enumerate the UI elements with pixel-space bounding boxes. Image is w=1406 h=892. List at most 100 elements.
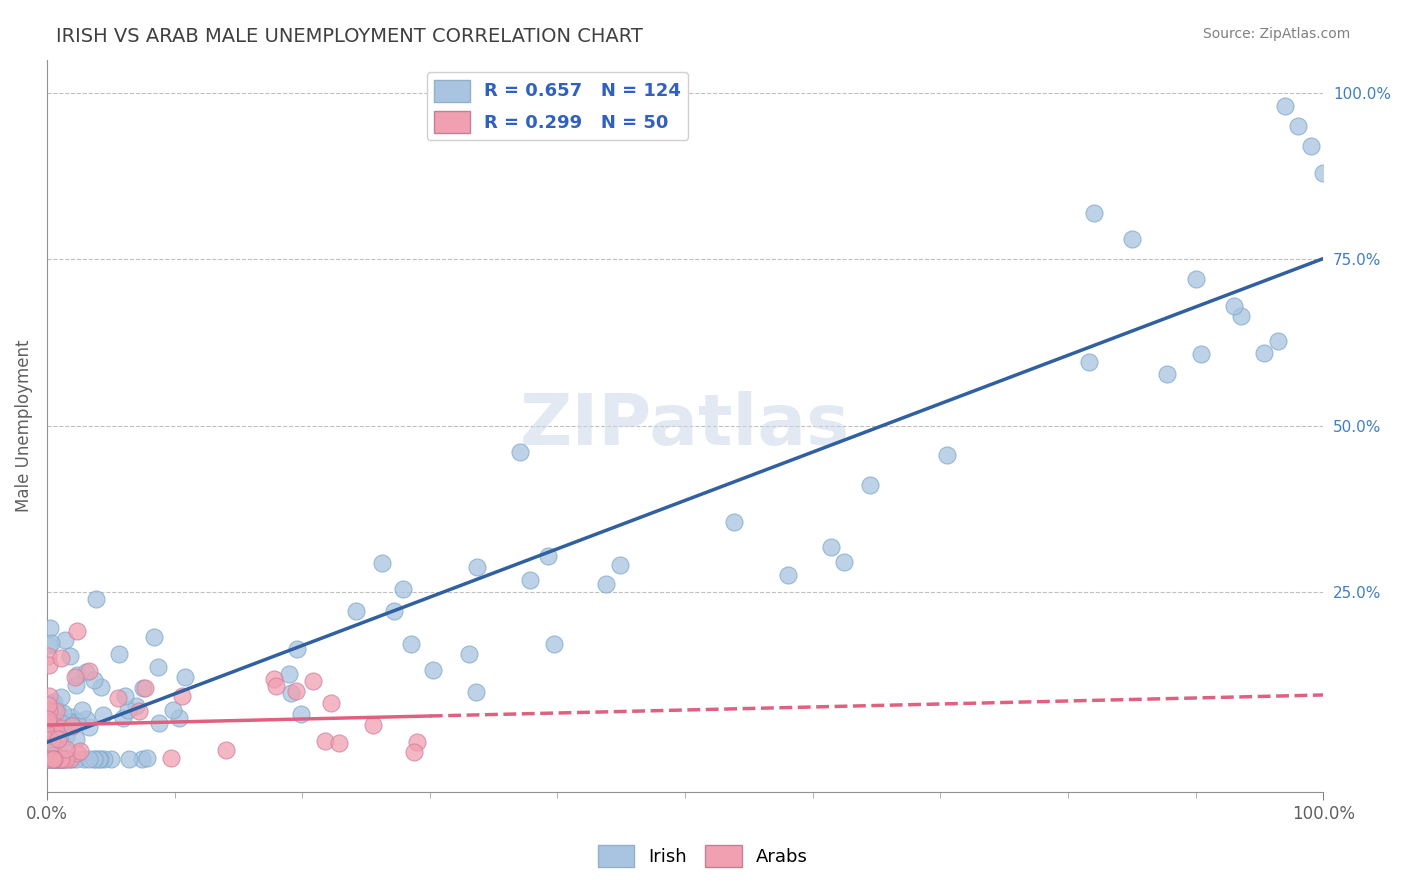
Point [609, 558, 631, 573]
Legend: R = 0.657   N = 124, R = 0.299   N = 50: R = 0.657 N = 124, R = 0.299 N = 50 [426, 72, 689, 140]
Point [75, 713, 97, 727]
Point [37, 698, 59, 712]
Point [66, 668, 89, 682]
Point [42, 747, 65, 761]
Point [328, 736, 350, 750]
Point [55, 742, 77, 756]
Point [114, 689, 136, 703]
Point [42, 737, 65, 751]
Point [37, 649, 59, 664]
Point [215, 743, 238, 757]
Point [361, 718, 384, 732]
Point [1078, 354, 1101, 368]
Point [55, 752, 77, 766]
Point [519, 573, 541, 587]
Point [37, 716, 59, 731]
Point [509, 445, 531, 459]
Point [162, 703, 184, 717]
Point [42, 752, 65, 766]
Point [59, 752, 82, 766]
Point [37, 712, 59, 726]
Point [595, 576, 617, 591]
Point [53, 632, 76, 647]
Point [60, 719, 83, 733]
Point [66, 624, 89, 639]
Point [321, 696, 343, 710]
Point [290, 706, 312, 721]
Point [278, 666, 301, 681]
Point [404, 745, 426, 759]
Point [117, 703, 139, 717]
Point [51, 752, 73, 766]
Point [285, 684, 308, 698]
Point [38, 704, 60, 718]
Point [77, 720, 100, 734]
Point [280, 686, 302, 700]
Point [371, 557, 394, 571]
Point [55, 752, 77, 766]
Point [1083, 206, 1105, 220]
Point [39, 621, 62, 635]
Point [66, 747, 89, 761]
Point [42, 752, 65, 766]
Point [42, 752, 65, 766]
Point [83, 673, 105, 687]
Point [46, 752, 69, 766]
Point [38, 715, 60, 730]
Point [39, 636, 62, 650]
Point [59, 648, 82, 663]
Point [37, 752, 59, 766]
Point [125, 698, 148, 713]
Text: Source: ZipAtlas.com: Source: ZipAtlas.com [1202, 27, 1350, 41]
Point [48, 704, 70, 718]
Point [134, 681, 156, 695]
Point [73, 752, 96, 766]
Point [1189, 347, 1212, 361]
Point [457, 647, 479, 661]
Point [1267, 334, 1289, 348]
Point [169, 711, 191, 725]
Point [136, 750, 159, 764]
Point [118, 752, 141, 766]
Point [107, 690, 129, 705]
Point [48, 752, 70, 766]
Point [41, 722, 63, 736]
Point [65, 752, 87, 766]
Point [77, 664, 100, 678]
Point [399, 636, 422, 650]
Point [1223, 299, 1246, 313]
Point [46, 731, 69, 746]
Point [859, 478, 882, 492]
Point [41, 741, 63, 756]
Point [49, 752, 72, 766]
Point [422, 664, 444, 678]
Point [132, 681, 155, 696]
Point [53, 752, 76, 766]
Point [543, 637, 565, 651]
Point [38, 658, 60, 673]
Point [63, 670, 86, 684]
Point [44, 719, 66, 733]
Point [820, 540, 842, 554]
Point [52, 752, 75, 766]
Point [391, 582, 413, 596]
Point [59, 709, 82, 723]
Point [51, 735, 73, 749]
Point [1286, 119, 1309, 133]
Point [465, 560, 488, 574]
Point [287, 642, 309, 657]
Point [1253, 346, 1275, 360]
Point [84, 592, 107, 607]
Point [1121, 232, 1143, 246]
Point [51, 752, 73, 766]
Point [38, 696, 60, 710]
Point [301, 673, 323, 688]
Point [75, 665, 97, 679]
Point [112, 711, 135, 725]
Point [38, 752, 60, 766]
Point [37, 752, 59, 766]
Point [170, 689, 193, 703]
Point [87, 752, 110, 766]
Point [52, 706, 75, 720]
Point [90, 680, 112, 694]
